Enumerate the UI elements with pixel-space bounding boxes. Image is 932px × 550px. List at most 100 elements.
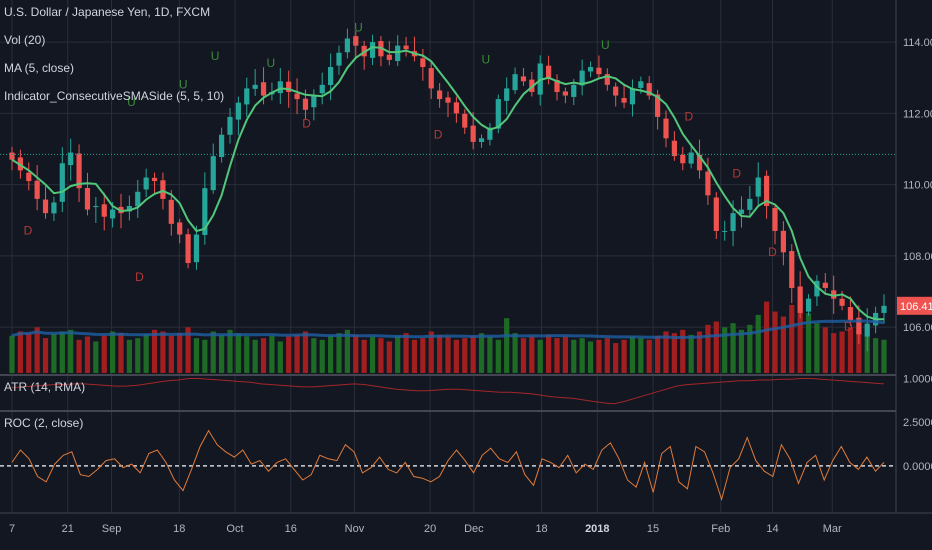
volume-legend[interactable]: Vol (20) bbox=[4, 33, 46, 47]
candle-body bbox=[311, 95, 317, 108]
signal-label-u: U bbox=[179, 77, 188, 91]
candle-body bbox=[881, 305, 887, 313]
volume-bar bbox=[168, 335, 174, 373]
volume-bar bbox=[403, 333, 409, 373]
candle-body bbox=[277, 81, 283, 94]
candle-body bbox=[596, 67, 602, 75]
candle-body bbox=[51, 202, 57, 214]
volume-bar bbox=[772, 311, 778, 373]
candle-body bbox=[504, 88, 510, 101]
candle-body bbox=[730, 213, 736, 232]
volume-bar bbox=[311, 338, 317, 373]
volume-bar bbox=[219, 334, 225, 373]
candle-body bbox=[84, 187, 91, 210]
volume-bar bbox=[110, 331, 116, 373]
atr-axis-label: 1.0000 bbox=[903, 374, 932, 386]
indicator-legend[interactable]: Indicator_ConsecutiveSMASide (5, 5, 10) bbox=[4, 89, 225, 103]
candle-body bbox=[244, 88, 250, 105]
candle-body bbox=[126, 206, 132, 212]
volume-bar bbox=[596, 339, 602, 373]
symbol-legend[interactable]: U.S. Dollar / Japanese Yen, 1D, FXCM bbox=[4, 5, 211, 19]
volume-ma-line bbox=[11, 319, 885, 340]
candle-body bbox=[764, 175, 770, 207]
candle-body bbox=[487, 127, 493, 140]
candle-body bbox=[839, 298, 845, 306]
volume-bar bbox=[504, 318, 510, 373]
price-axis-label: 110.000 bbox=[903, 180, 932, 192]
candle-body bbox=[546, 65, 552, 78]
atr-line bbox=[11, 378, 885, 405]
volume-bar bbox=[336, 333, 342, 373]
candle-body bbox=[445, 97, 451, 103]
volume-bar bbox=[680, 329, 686, 373]
candle-body bbox=[646, 83, 652, 96]
volume-bar bbox=[629, 336, 636, 373]
volume-bar bbox=[738, 329, 745, 373]
candle-body bbox=[9, 152, 15, 160]
signal-label-d: D bbox=[302, 117, 311, 131]
volume-bar bbox=[260, 338, 267, 373]
time-axis-label: 15 bbox=[647, 523, 659, 535]
time-axis-label: Sep bbox=[102, 523, 122, 535]
time-axis-label: Nov bbox=[345, 523, 365, 535]
volume-bar bbox=[487, 336, 493, 373]
volume-bar bbox=[319, 339, 325, 373]
volume-bar bbox=[655, 335, 661, 373]
ma-legend[interactable]: MA (5, close) bbox=[4, 61, 75, 75]
volume-bar bbox=[764, 301, 770, 373]
volume-bar bbox=[151, 329, 158, 373]
candle-body bbox=[210, 156, 216, 191]
candle-body bbox=[562, 91, 568, 96]
volume-bar bbox=[847, 327, 854, 373]
candle-body bbox=[772, 207, 778, 231]
volume-bar bbox=[604, 338, 610, 373]
time-axis-label: 20 bbox=[424, 523, 436, 535]
volume-bar bbox=[17, 331, 23, 373]
volume-bar bbox=[537, 339, 543, 373]
candle-body bbox=[705, 171, 711, 196]
volume-bar bbox=[210, 331, 216, 373]
candle-body bbox=[395, 45, 401, 62]
roc-line bbox=[11, 429, 885, 502]
volume-bar bbox=[579, 338, 585, 373]
volume-bar bbox=[462, 338, 468, 373]
candle-body bbox=[294, 93, 300, 100]
candle-body bbox=[797, 286, 803, 313]
time-axis-label: Dec bbox=[464, 523, 484, 535]
volume-bar bbox=[428, 331, 434, 373]
candle-body bbox=[680, 154, 686, 164]
signal-label-d: D bbox=[135, 270, 144, 284]
candle-body bbox=[143, 177, 149, 190]
volume-bar bbox=[59, 331, 65, 373]
candle-body bbox=[403, 45, 409, 50]
volume-bar bbox=[671, 333, 677, 373]
volume-bar bbox=[202, 339, 208, 373]
current-price-tag bbox=[897, 296, 932, 315]
candle-body bbox=[780, 230, 786, 253]
candle-body bbox=[93, 206, 99, 208]
volume-bar bbox=[420, 338, 426, 373]
volume-bar bbox=[68, 329, 74, 373]
volume-bar bbox=[705, 324, 711, 373]
candle-body bbox=[193, 234, 200, 263]
volume-bar bbox=[160, 331, 166, 373]
candle-body bbox=[235, 102, 241, 120]
volume-bar bbox=[512, 333, 518, 373]
candle-body bbox=[579, 70, 585, 86]
signal-label-u: U bbox=[354, 20, 363, 34]
candle-body bbox=[520, 76, 527, 82]
roc-legend[interactable]: ROC (2, close) bbox=[4, 416, 84, 430]
candle-body bbox=[336, 52, 342, 66]
volume-bar bbox=[34, 327, 40, 373]
candle-body bbox=[621, 98, 627, 103]
candle-body bbox=[135, 191, 141, 207]
volume-bar bbox=[495, 339, 501, 373]
candle-body bbox=[587, 67, 594, 72]
candle-body bbox=[512, 74, 518, 91]
volume-bar bbox=[864, 334, 870, 373]
volume-bar bbox=[93, 341, 99, 373]
atr-legend[interactable]: ATR (14, RMA) bbox=[4, 380, 86, 394]
candle-body bbox=[805, 298, 812, 312]
